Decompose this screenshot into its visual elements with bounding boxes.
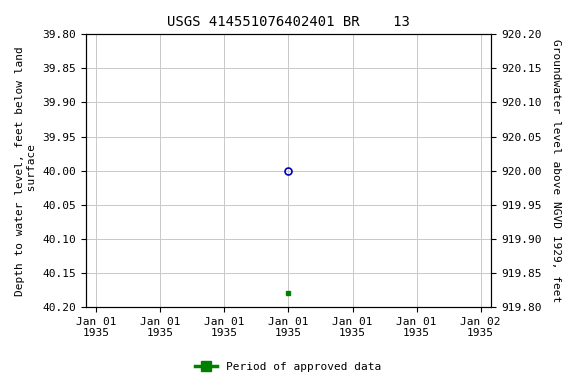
Y-axis label: Depth to water level, feet below land
 surface: Depth to water level, feet below land su… [15, 46, 37, 296]
Y-axis label: Groundwater level above NGVD 1929, feet: Groundwater level above NGVD 1929, feet [551, 39, 561, 302]
Title: USGS 414551076402401 BR    13: USGS 414551076402401 BR 13 [167, 15, 410, 29]
Legend: Period of approved data: Period of approved data [191, 358, 385, 377]
